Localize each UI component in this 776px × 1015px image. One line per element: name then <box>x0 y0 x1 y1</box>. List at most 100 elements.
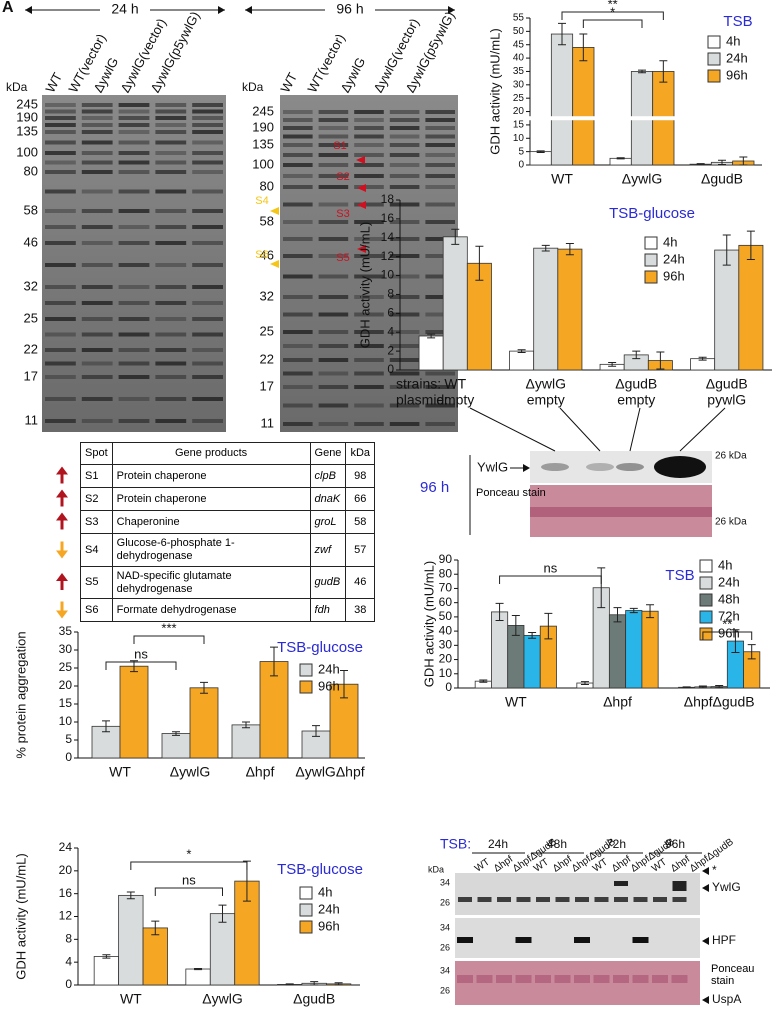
table-row: S2 Protein chaperone dnaK 66 <box>80 487 375 511</box>
x-tick-label: WT <box>551 171 573 187</box>
ladder-label: 190 <box>252 119 274 134</box>
error-bar <box>579 33 588 62</box>
ladder-label: 34 <box>440 922 450 932</box>
error-bar <box>310 981 319 986</box>
gel-band <box>45 241 76 245</box>
gel-band <box>318 185 349 189</box>
lane-label: WT <box>277 70 300 95</box>
error-bar <box>580 681 589 685</box>
y-tick-label: 35 <box>513 66 525 77</box>
gel-band <box>81 189 113 194</box>
gel-band <box>45 189 76 194</box>
gel-band <box>118 109 150 114</box>
stain-label: Ponceau stain <box>476 487 546 499</box>
ladder-label: 245 <box>16 96 38 111</box>
gel-band <box>118 263 150 267</box>
gel-band <box>81 375 113 379</box>
ponceau-band <box>515 975 532 983</box>
gel-band <box>318 237 349 241</box>
legend-swatch <box>644 270 658 284</box>
change-arrow-head <box>56 466 68 475</box>
gel-band <box>425 174 455 178</box>
gel-band <box>192 375 223 379</box>
error-bar <box>451 228 460 245</box>
gel-band <box>354 403 384 408</box>
gel-band <box>318 295 349 299</box>
ladder-label: 25 <box>260 323 274 338</box>
gel-band <box>81 170 113 174</box>
time-label: 96 h <box>336 1 363 17</box>
gel-band <box>45 317 76 321</box>
gel-band <box>389 295 420 299</box>
gel-band <box>283 143 313 147</box>
gel-band <box>283 358 313 362</box>
y-tick-label: 20 <box>59 863 73 877</box>
gel-band <box>155 116 187 120</box>
gel-band <box>81 151 113 155</box>
axis-break <box>522 116 762 121</box>
bar <box>259 661 289 759</box>
y-tick-label: 90 <box>439 552 453 566</box>
blot-band <box>594 897 609 902</box>
connector <box>629 407 641 452</box>
gel-band <box>318 344 349 348</box>
gel-band <box>318 174 349 178</box>
ponceau-band <box>613 975 629 983</box>
table-cell: NAD-specific glutamate dehydrogenase <box>111 566 311 599</box>
y-tick-label: 30 <box>513 79 525 90</box>
gel-band <box>118 241 150 245</box>
table-cell: Protein chaperone <box>111 464 311 488</box>
legend-label: 72h <box>718 608 740 623</box>
error-bar <box>746 230 755 260</box>
error-bar <box>558 22 566 46</box>
gel-band <box>192 103 223 107</box>
error-bar <box>698 356 707 361</box>
error-bar <box>194 967 203 971</box>
gel-band <box>354 143 384 147</box>
error-bar <box>718 159 726 165</box>
gel-band <box>389 163 420 167</box>
significance-label: * <box>186 846 191 861</box>
time-label: 96h <box>665 837 685 851</box>
table-cell: 58 <box>345 510 375 534</box>
gel-band <box>192 151 223 155</box>
header-cell: kDa <box>345 442 375 465</box>
error-bar <box>312 725 320 737</box>
gel-band <box>118 151 150 155</box>
lane-label: WT <box>42 70 65 95</box>
blot-label: YwlG <box>712 880 741 894</box>
table-cell: Formate dehydrogenase <box>111 598 311 622</box>
blot-band <box>497 897 511 902</box>
gel-band <box>45 123 76 127</box>
bar <box>93 956 120 986</box>
error-bar <box>739 156 748 166</box>
gel-band <box>318 403 349 408</box>
change-arrow-head <box>56 489 68 498</box>
y-tick-label: 40 <box>513 53 525 64</box>
gel-band <box>81 263 113 267</box>
blot-band <box>516 897 531 902</box>
legend-swatch <box>699 576 713 590</box>
gel-band <box>389 371 420 376</box>
gel-band <box>192 241 223 245</box>
significance-bracket <box>133 635 205 644</box>
spot-marker <box>357 245 366 253</box>
gel-band <box>45 301 76 305</box>
gel-band <box>283 371 313 376</box>
y-tick-label: 12 <box>381 249 395 263</box>
bar <box>738 244 764 371</box>
gel-band <box>155 348 187 352</box>
gel-band <box>389 385 420 389</box>
x-tick-label: ΔgudB <box>701 171 743 187</box>
gel-band <box>283 237 313 241</box>
spot-label: S3 <box>336 208 349 220</box>
ponceau-band <box>593 975 610 983</box>
error-bar <box>616 157 625 160</box>
significance-label: * <box>610 4 615 19</box>
error-bar <box>656 351 665 370</box>
gel-band <box>354 295 384 299</box>
gel-band <box>425 143 455 147</box>
blot-band <box>653 897 667 902</box>
legend-label: 96h <box>726 67 748 82</box>
gel-band <box>118 189 150 194</box>
